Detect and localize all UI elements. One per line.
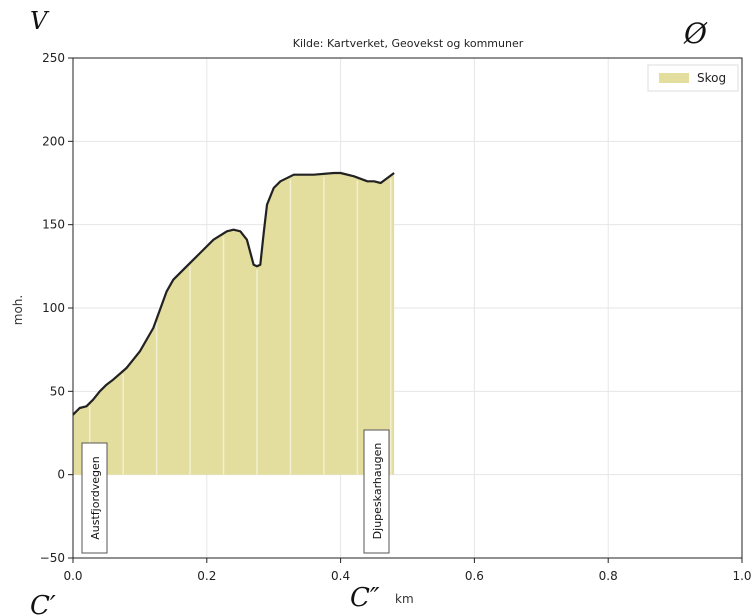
- terrain-profile-line: [72, 171, 395, 416]
- x-axis-ticks: 0.0 0.2 0.4 0.6 0.8 1.0: [63, 558, 752, 583]
- y-axis-label: moh.: [11, 295, 25, 325]
- handwritten-c-prime: C′: [30, 591, 56, 616]
- y-tick-label: 0: [57, 468, 65, 482]
- x-tick-label: 0.6: [465, 569, 484, 583]
- x-tick-label: 0.2: [197, 569, 216, 583]
- start-place-label: Austfjordvegen: [89, 456, 102, 540]
- x-tick-label: 0.4: [331, 569, 350, 583]
- x-axis-label: km: [395, 592, 414, 606]
- legend-label: Skog: [697, 71, 726, 85]
- y-tick-label: 50: [50, 384, 65, 398]
- handwritten-v: V: [30, 7, 50, 35]
- chart-title: Kilde: Kartverket, Geovekst og kommuner: [293, 37, 524, 50]
- y-tick-label: −50: [40, 551, 65, 565]
- x-tick-label: 0.8: [599, 569, 618, 583]
- profile-area: [72, 171, 395, 475]
- handwritten-c-double-prime: C″: [350, 583, 380, 613]
- legend: Skog: [647, 64, 739, 92]
- y-tick-label: 200: [42, 134, 65, 148]
- end-place-label: Djupeskarhaugen: [371, 443, 384, 540]
- handwritten-o-slash: Ø: [683, 17, 708, 50]
- end-place-annotation: Djupeskarhaugen: [363, 429, 390, 554]
- y-tick-label: 100: [42, 301, 65, 315]
- y-axis-ticks: −50 0 50 100 150 200 250: [40, 51, 73, 565]
- y-tick-label: 150: [42, 218, 65, 232]
- legend-swatch: [659, 73, 689, 83]
- start-place-annotation: Austfjordvegen: [81, 442, 108, 554]
- y-tick-label: 250: [42, 51, 65, 65]
- x-tick-label: 0.0: [63, 569, 82, 583]
- x-tick-label: 1.0: [732, 569, 751, 583]
- forest-area-fill: [73, 173, 395, 475]
